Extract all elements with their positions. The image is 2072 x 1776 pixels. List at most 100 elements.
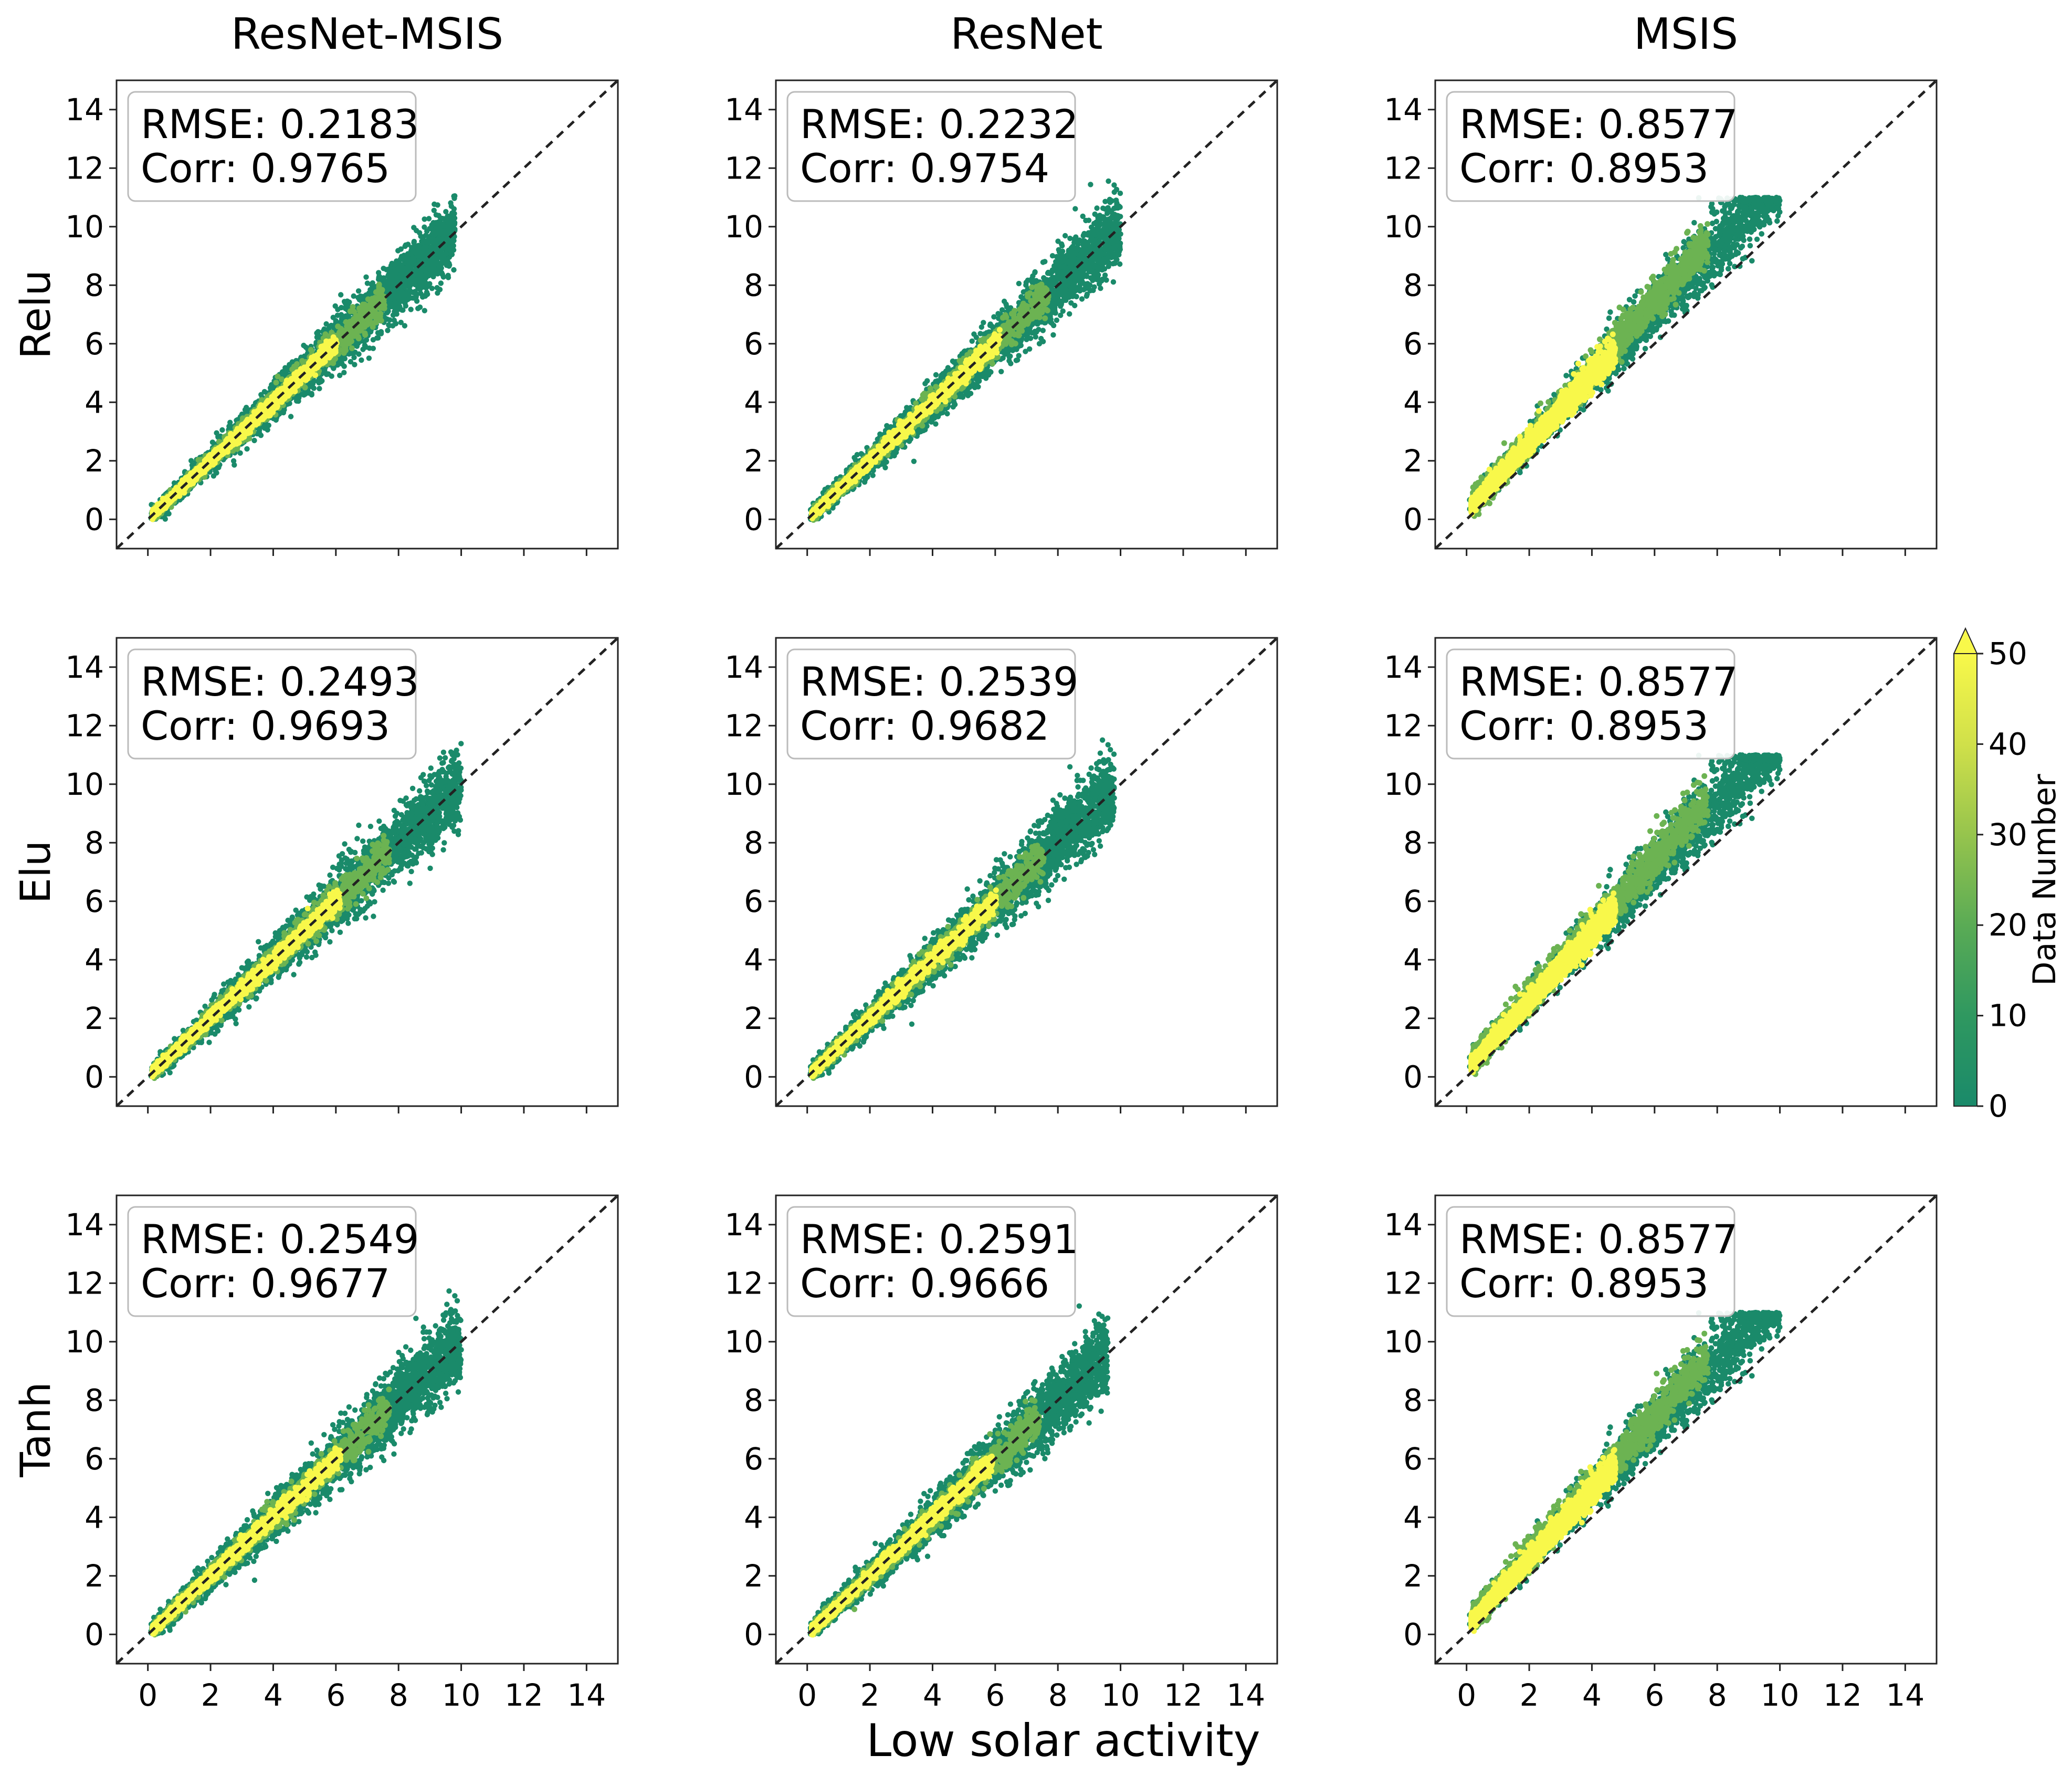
y-tick-label: 12 xyxy=(65,150,104,186)
y-tick-label: 14 xyxy=(1384,649,1423,685)
density-points xyxy=(149,741,464,1081)
y-tick-label: 4 xyxy=(85,384,104,420)
y-tick-label: 8 xyxy=(744,1382,763,1418)
rmse-text: RMSE: 0.8577 xyxy=(1459,658,1738,705)
density-points xyxy=(808,1304,1111,1638)
y-tick-label: 12 xyxy=(724,1265,763,1301)
corr-text: Corr: 0.9693 xyxy=(141,702,390,749)
y-tick-label: 6 xyxy=(744,326,763,362)
colorbar-tick-label: 20 xyxy=(1989,907,2027,943)
density-points xyxy=(149,193,458,522)
y-tick-label: 12 xyxy=(1384,150,1423,186)
corr-text: Corr: 0.8953 xyxy=(1459,145,1709,192)
x-tick-label: 10 xyxy=(442,1677,481,1713)
corr-text: Corr: 0.9754 xyxy=(800,145,1049,192)
rmse-text: RMSE: 0.2493 xyxy=(141,658,419,705)
rmse-text: RMSE: 0.8577 xyxy=(1459,1216,1738,1263)
y-tick-label: 2 xyxy=(744,1558,763,1594)
x-tick-label: 0 xyxy=(1457,1677,1476,1713)
y-tick-label: 6 xyxy=(744,1441,763,1477)
y-tick-label: 8 xyxy=(85,825,104,860)
density-points xyxy=(1467,1310,1783,1634)
corr-text: Corr: 0.9765 xyxy=(141,145,390,192)
y-tick-label: 12 xyxy=(65,1265,104,1301)
y-tick-label: 2 xyxy=(1403,1001,1423,1036)
y-tick-label: 4 xyxy=(744,942,763,978)
y-tick-label: 4 xyxy=(85,942,104,978)
x-tick-label: 4 xyxy=(923,1677,942,1713)
corr-text: Corr: 0.9682 xyxy=(800,702,1049,749)
y-tick-label: 14 xyxy=(65,1207,104,1243)
y-tick-label: 8 xyxy=(744,825,763,860)
y-tick-label: 4 xyxy=(744,1499,763,1535)
x-tick-label: 2 xyxy=(201,1677,220,1713)
rmse-text: RMSE: 0.2232 xyxy=(800,101,1078,148)
y-tick-label: 10 xyxy=(724,1324,763,1360)
density-points xyxy=(149,1288,464,1637)
y-tick-label: 6 xyxy=(744,884,763,919)
y-tick-label: 8 xyxy=(1403,267,1423,303)
y-tick-label: 12 xyxy=(65,708,104,743)
y-tick-label: 0 xyxy=(1403,501,1423,537)
x-tick-label: 2 xyxy=(1520,1677,1539,1713)
y-tick-label: 0 xyxy=(1403,1059,1423,1095)
y-tick-label: 6 xyxy=(1403,326,1423,362)
colorbar-gradient xyxy=(1954,654,1977,1106)
y-tick-label: 12 xyxy=(724,150,763,186)
rmse-text: RMSE: 0.8577 xyxy=(1459,101,1738,148)
y-tick-label: 14 xyxy=(1384,1207,1423,1243)
y-tick-label: 6 xyxy=(1403,1441,1423,1477)
row-label: Relu xyxy=(13,270,60,359)
rmse-text: RMSE: 0.2549 xyxy=(141,1216,419,1263)
y-tick-label: 6 xyxy=(85,1441,104,1477)
x-tick-label: 10 xyxy=(1101,1677,1140,1713)
y-tick-label: 6 xyxy=(1403,884,1423,919)
y-tick-label: 10 xyxy=(65,209,104,245)
y-tick-label: 0 xyxy=(85,1616,104,1652)
corr-text: Corr: 0.8953 xyxy=(1459,702,1709,749)
x-tick-label: 14 xyxy=(1226,1677,1265,1713)
y-tick-label: 0 xyxy=(744,501,763,537)
y-tick-label: 10 xyxy=(65,1324,104,1360)
x-tick-label: 8 xyxy=(389,1677,408,1713)
colorbar-tick-label: 50 xyxy=(1989,636,2027,671)
x-tick-label: 12 xyxy=(1164,1677,1203,1713)
y-tick-label: 8 xyxy=(85,267,104,303)
y-tick-label: 6 xyxy=(85,884,104,919)
y-tick-label: 2 xyxy=(744,1001,763,1036)
x-tick-label: 8 xyxy=(1708,1677,1727,1713)
y-tick-label: 4 xyxy=(85,1499,104,1535)
y-tick-label: 2 xyxy=(1403,443,1423,479)
colorbar-tick-label: 10 xyxy=(1989,998,2027,1034)
row-label: Tanh xyxy=(13,1382,60,1477)
x-tick-label: 6 xyxy=(985,1677,1005,1713)
x-tick-label: 6 xyxy=(1645,1677,1664,1713)
y-tick-label: 14 xyxy=(724,649,763,685)
y-tick-label: 14 xyxy=(65,649,104,685)
colorbar-tick-label: 0 xyxy=(1989,1088,2008,1124)
rmse-text: RMSE: 0.2183 xyxy=(141,101,419,148)
x-axis-label: Low solar activity xyxy=(866,1715,1260,1767)
colorbar-extend-arrow xyxy=(1954,628,1977,654)
density-points xyxy=(1467,195,1783,519)
density-points xyxy=(808,738,1117,1081)
y-tick-label: 8 xyxy=(1403,825,1423,860)
x-tick-label: 6 xyxy=(326,1677,345,1713)
y-tick-label: 8 xyxy=(1403,1382,1423,1418)
corr-text: Corr: 0.9677 xyxy=(141,1260,390,1307)
y-tick-label: 10 xyxy=(65,766,104,802)
x-tick-label: 4 xyxy=(264,1677,283,1713)
y-tick-label: 12 xyxy=(1384,1265,1423,1301)
y-tick-label: 14 xyxy=(1384,92,1423,128)
y-tick-label: 2 xyxy=(85,443,104,479)
y-tick-label: 10 xyxy=(724,766,763,802)
x-tick-label: 4 xyxy=(1582,1677,1602,1713)
